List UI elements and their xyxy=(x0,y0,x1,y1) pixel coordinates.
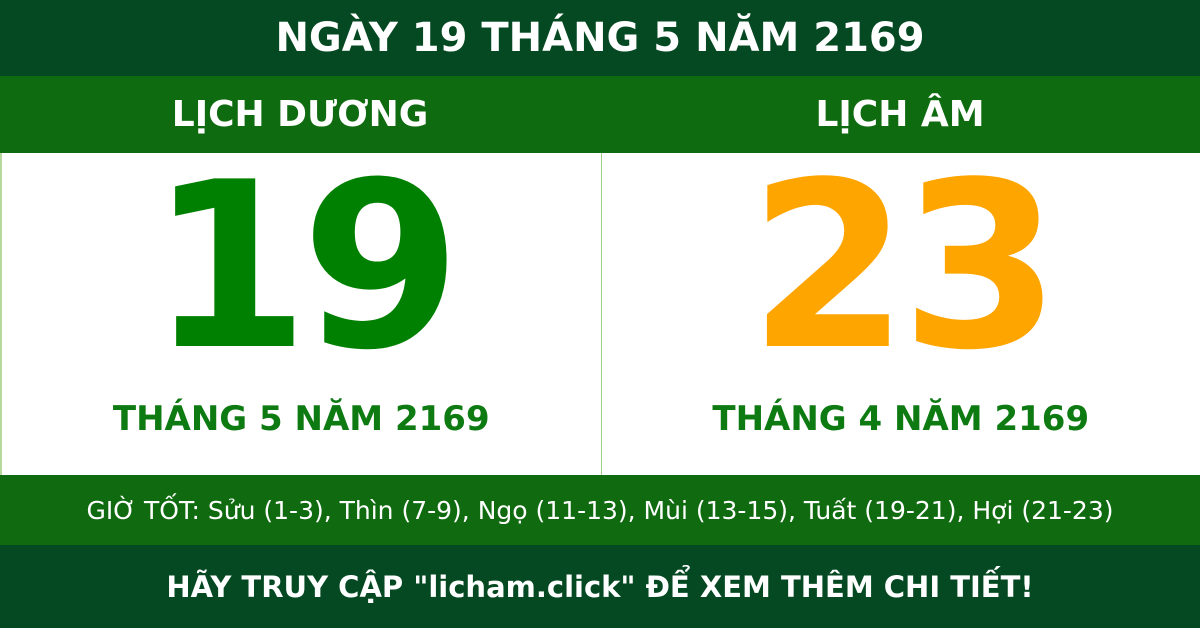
solar-column: 19 THÁNG 5 NĂM 2169 xyxy=(2,153,601,475)
lunar-column: 23 THÁNG 4 NĂM 2169 xyxy=(600,134,1200,475)
solar-day: 19 xyxy=(149,134,461,401)
page-title: NGÀY 19 THÁNG 5 NĂM 2169 xyxy=(0,0,1200,76)
lunar-header: LỊCH ÂM xyxy=(815,94,985,135)
lunar-day: 23 xyxy=(748,134,1061,401)
calendar-body: 19 THÁNG 5 NĂM 2169 23 THÁNG 4 NĂM 2169 xyxy=(0,153,1200,475)
good-hours: GIỜ TỐT: Sửu (1-3), Thìn (7-9), Ngọ (11-… xyxy=(0,475,1200,545)
solar-header: LỊCH DƯƠNG xyxy=(171,94,429,135)
solar-month-year: THÁNG 5 NĂM 2169 xyxy=(112,399,490,439)
footer-cta: HÃY TRUY CẬP "licham.click" ĐỂ XEM THÊM … xyxy=(0,545,1200,628)
column-headers: LỊCH DƯƠNG LỊCH ÂM xyxy=(0,76,1200,153)
lunar-month-year: THÁNG 4 NĂM 2169 xyxy=(712,399,1090,439)
